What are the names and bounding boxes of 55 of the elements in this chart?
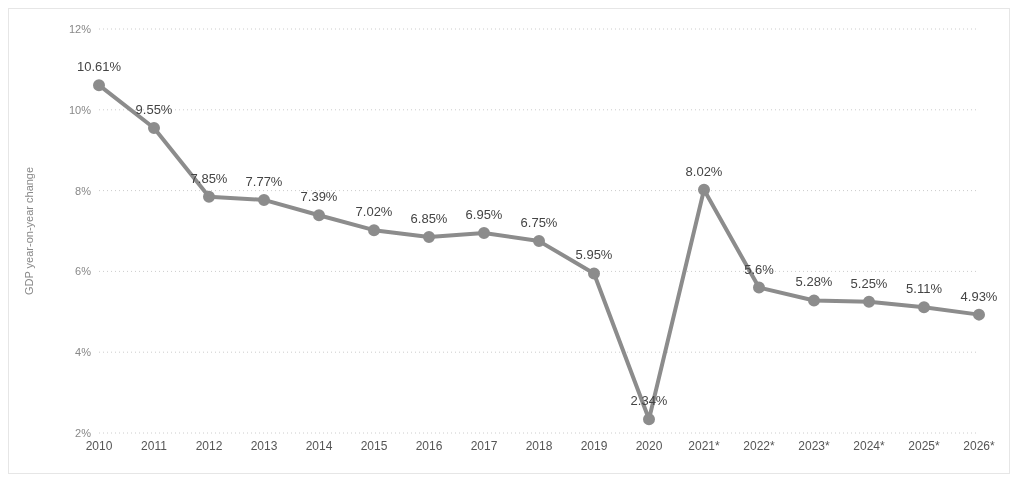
y-tick-label: 8%: [75, 184, 92, 197]
data-label: 7.02%: [355, 204, 393, 220]
point: [423, 231, 435, 244]
point: [368, 224, 380, 237]
y-tick-label: 10%: [68, 103, 92, 116]
data-label: 6.75%: [520, 215, 558, 231]
y-axis-title: GDP year-on-year change: [22, 166, 35, 296]
y-tick-label: 4%: [75, 346, 92, 359]
point: [313, 209, 325, 222]
data-label: 6.85%: [410, 211, 448, 227]
x-tick-label: 2021*: [688, 438, 721, 453]
data-label: 9.55%: [135, 101, 173, 117]
point: [808, 294, 820, 307]
x-tick-label: 2013: [250, 438, 278, 453]
data-label: 7.77%: [245, 173, 283, 189]
data-label: 5.28%: [795, 274, 833, 290]
x-tick-label: 2017: [470, 438, 498, 453]
x-tick-label: 2019: [580, 438, 608, 453]
data-label: 7.39%: [300, 189, 338, 205]
point: [643, 413, 655, 426]
x-tick-label: 2018: [525, 438, 553, 453]
point: [203, 190, 215, 203]
data-label: 6.95%: [465, 207, 503, 223]
x-tick-label: 2022*: [743, 438, 776, 453]
x-tick-label: 2026*: [963, 438, 996, 453]
data-label: 10.61%: [76, 59, 122, 75]
point: [478, 227, 490, 240]
point: [973, 308, 985, 321]
point: [148, 121, 160, 134]
data-label: 5.95%: [575, 247, 613, 263]
point: [863, 295, 875, 308]
x-tick-label: 2025*: [908, 438, 941, 453]
data-label: 5.25%: [850, 275, 888, 291]
point: [588, 267, 600, 280]
data-label: 4.93%: [960, 288, 998, 304]
data-label: 5.11%: [906, 281, 943, 297]
y-tick-label: 12%: [68, 22, 92, 35]
point: [698, 183, 710, 196]
x-tick-label: 2020: [635, 438, 663, 453]
x-tick-label: 2023*: [798, 438, 831, 453]
x-tick-label: 2016: [415, 438, 443, 453]
x-tick-label: 2014: [305, 438, 333, 453]
point: [258, 193, 270, 206]
point: [533, 235, 545, 248]
data-label: 8.02%: [685, 163, 723, 179]
x-tick-label: 2012: [195, 438, 223, 453]
point: [918, 301, 930, 314]
x-tick-label: 2015: [360, 438, 388, 453]
x-tick-label: 2011: [141, 438, 168, 453]
y-tick-label: 2%: [75, 426, 92, 439]
x-tick-label: 2010: [85, 438, 113, 453]
point: [93, 79, 105, 92]
x-tick-label: 2024*: [853, 438, 886, 453]
point: [753, 281, 765, 294]
y-tick-label: 6%: [75, 265, 92, 278]
